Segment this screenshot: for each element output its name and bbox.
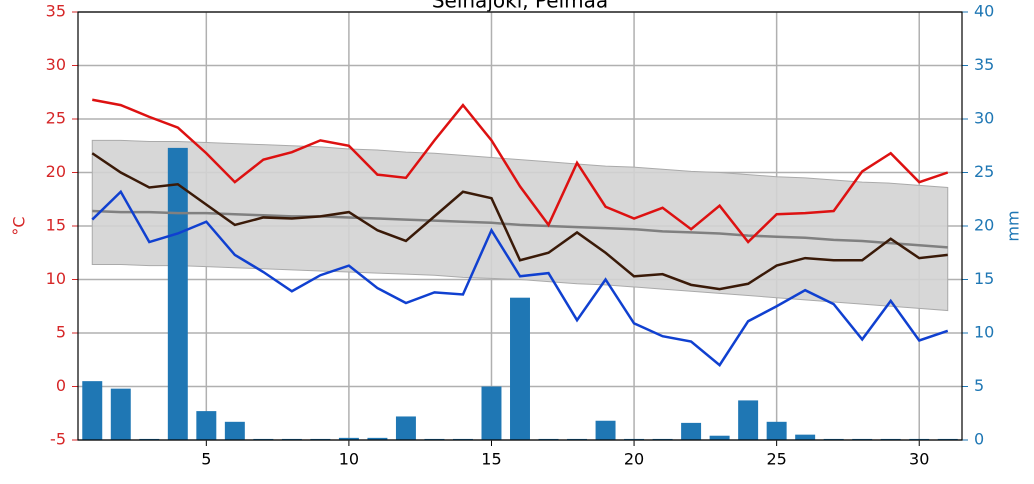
plot-frame	[77, 11, 963, 441]
precip-bar	[595, 420, 616, 440]
precip-bar	[196, 411, 217, 440]
precip-bar	[738, 400, 759, 440]
x-tick-label: 5	[201, 450, 211, 469]
precip-bar	[481, 386, 502, 440]
precip-bar	[224, 421, 245, 440]
precip-bar	[681, 422, 702, 440]
y-tick-label: 5	[56, 323, 66, 342]
y2-tick-label: 25	[974, 162, 994, 181]
temperature-line	[92, 209, 948, 249]
y2-tick-label: 0	[974, 430, 984, 449]
y-tick-label: 25	[46, 109, 66, 128]
y-tick-label: 15	[46, 216, 66, 235]
y-tick-label: 35	[46, 2, 66, 21]
temperature-line	[91, 152, 948, 291]
y2-tick-label: 20	[974, 216, 994, 235]
precip-bar	[395, 416, 416, 440]
y-tick-label: 0	[56, 376, 66, 395]
y-axis-label: °C	[10, 216, 29, 235]
y-tick-label: -5	[50, 430, 66, 449]
y2-tick-label: 40	[974, 2, 994, 21]
y-tick-label: 30	[46, 55, 66, 74]
y2-tick-label: 10	[974, 323, 994, 342]
x-tick-label: 10	[339, 450, 359, 469]
y2-axis-label: mm	[1004, 210, 1023, 241]
precip-bar	[510, 297, 530, 440]
precip-bar	[709, 435, 730, 440]
y2-tick-label: 5	[974, 376, 984, 395]
y-tick-label: 10	[46, 269, 66, 288]
y2-tick-label: 35	[974, 55, 994, 74]
precip-bar	[167, 147, 188, 440]
temperature-line	[91, 189, 949, 367]
temperature-line	[92, 98, 949, 244]
x-tick-label: 30	[909, 450, 929, 469]
x-tick-label: 20	[624, 450, 644, 469]
precip-bar	[338, 437, 359, 440]
precip-bar	[110, 388, 131, 440]
precip-bar	[82, 381, 103, 440]
y-tick-label: 20	[46, 162, 66, 181]
precip-bar	[795, 434, 816, 440]
x-tick-label: 15	[481, 450, 501, 469]
chart-title: Seinäjoki, Pelmaa	[432, 0, 608, 13]
x-tick-label: 25	[766, 450, 786, 469]
precip-bar	[766, 421, 787, 440]
y2-tick-label: 15	[974, 269, 994, 288]
y2-tick-label: 30	[974, 109, 994, 128]
precip-bar	[367, 437, 388, 440]
